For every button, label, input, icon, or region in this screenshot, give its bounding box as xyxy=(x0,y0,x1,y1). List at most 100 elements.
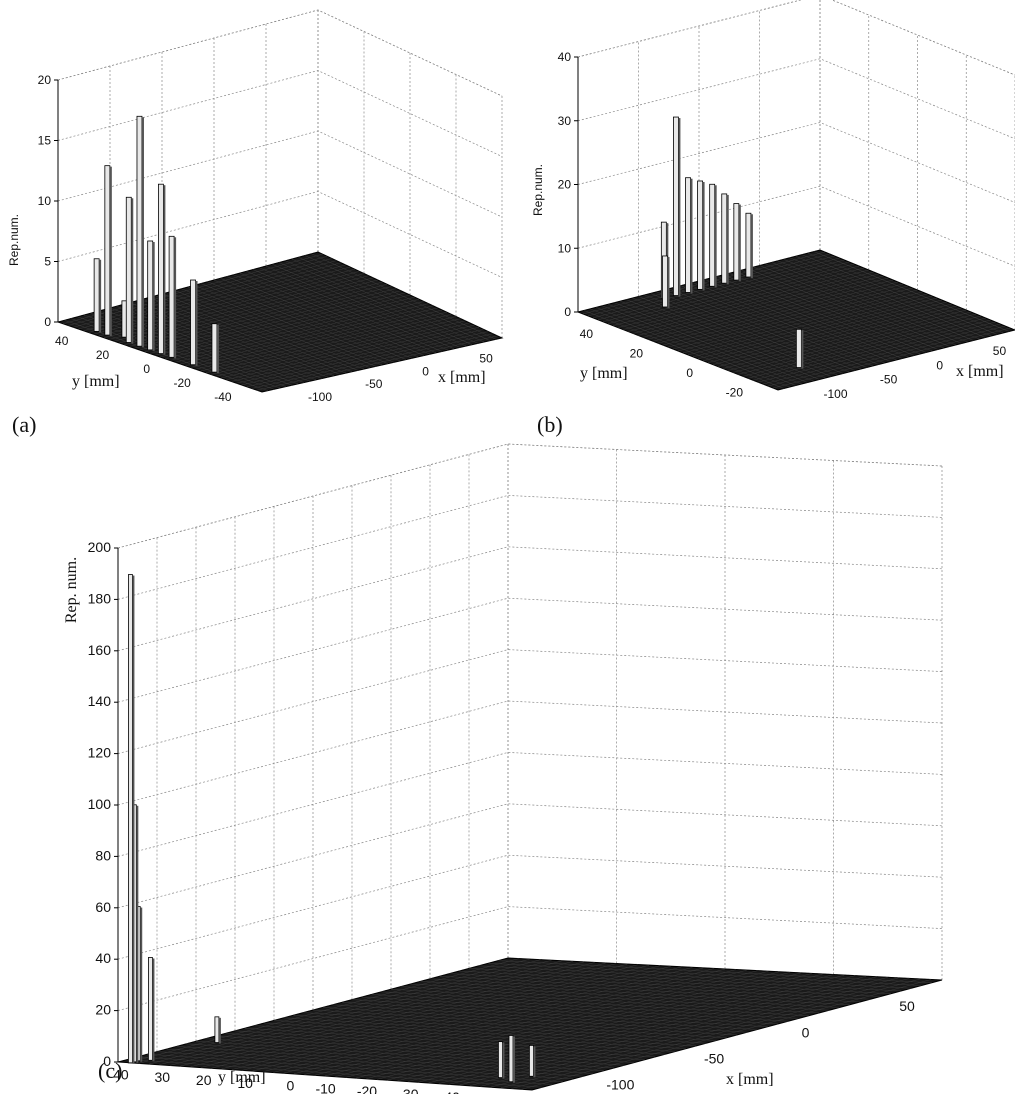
a-ztick-label: 20 xyxy=(38,73,52,87)
b-bar xyxy=(721,193,728,284)
a-ticks: 0 5 10 15 20 40 20 0 -20 -40 -100 -50 0 50 xyxy=(38,73,493,404)
c-zgrid xyxy=(117,906,943,1011)
b-bar xyxy=(685,177,691,293)
a-floor-mesh xyxy=(213,279,407,360)
c-floor xyxy=(117,957,943,1091)
c-floor-mesh xyxy=(478,965,912,989)
c-floor-mesh xyxy=(490,977,899,1088)
c-panel-label: (c) xyxy=(98,1058,122,1083)
a-floor-mesh xyxy=(180,303,429,365)
b-ytick-label: 40 xyxy=(580,327,594,341)
c-floor-mesh xyxy=(459,970,891,994)
c-floor-mesh xyxy=(468,968,902,992)
b-floor-mesh xyxy=(757,321,996,383)
a-bar xyxy=(157,183,164,354)
a-panel-label: (a) xyxy=(12,412,36,437)
c-floor-mesh xyxy=(312,1009,738,1036)
b-floor-mesh xyxy=(765,263,962,344)
c-floor-mesh xyxy=(410,983,840,1008)
b-floor-mesh xyxy=(741,269,939,350)
c-floor-mesh xyxy=(420,981,850,1005)
c-floor-mesh xyxy=(418,973,823,1083)
c-floor-mesh xyxy=(400,986,830,1011)
c-floor-mesh xyxy=(449,975,856,1085)
a-xtick-label: 50 xyxy=(479,351,493,365)
b-xtick-label: 50 xyxy=(993,344,1007,358)
b-bar-side xyxy=(714,185,717,288)
a-bar xyxy=(147,240,154,351)
c-floor-mesh xyxy=(322,1007,748,1033)
b-floor-mesh xyxy=(682,291,923,354)
b-zgrid xyxy=(577,58,1015,140)
a-floor-mesh xyxy=(231,324,475,382)
b-ticks: 0 10 20 30 40 40 20 0 -20 -100 -50 0 50 xyxy=(558,50,1007,401)
a-ytick-label: -40 xyxy=(214,390,232,404)
a-bar xyxy=(190,279,196,366)
a-floor-mesh xyxy=(265,265,455,349)
b-bar-side xyxy=(750,214,753,278)
a-floor-mesh xyxy=(185,305,434,366)
a-floor-mesh xyxy=(200,283,395,363)
c-ztick-label: 200 xyxy=(88,539,112,555)
b-floor-mesh xyxy=(771,262,968,343)
a-floor-mesh xyxy=(311,253,497,340)
a-bar-side xyxy=(195,281,198,366)
c-zgrid xyxy=(117,495,943,600)
c-floor-mesh xyxy=(500,978,910,1089)
b-floor-mesh xyxy=(698,280,897,361)
c-zgrid xyxy=(117,854,943,960)
a-floor-mesh xyxy=(239,272,431,355)
b-floor-mesh xyxy=(767,325,1006,387)
c-ytick-label: 30 xyxy=(155,1069,171,1085)
b-floor-mesh xyxy=(801,254,998,335)
a-floor-mesh xyxy=(195,309,443,370)
c-bar xyxy=(529,1045,534,1077)
b-xtick-label: 0 xyxy=(936,358,943,372)
c-ztick-label: 120 xyxy=(88,745,112,761)
b-ztick-label: 0 xyxy=(564,305,571,319)
a-bar xyxy=(136,115,143,347)
c-ytick-label: 40 xyxy=(113,1066,129,1082)
c-bar xyxy=(128,574,133,1064)
a-floor-mesh xyxy=(200,312,447,372)
b-bar-side xyxy=(726,194,729,285)
a-floor-mesh xyxy=(251,333,493,389)
a-floor-mesh xyxy=(205,314,452,373)
b-floor-mesh xyxy=(717,276,915,356)
c-zlabel: Rep. num. xyxy=(63,557,80,623)
a-bar xyxy=(104,165,111,336)
a-ytick-label: 40 xyxy=(55,334,69,348)
c-ztick-label: 20 xyxy=(95,1002,111,1018)
b-floor-mesh xyxy=(707,301,947,363)
c-bar-side xyxy=(152,958,155,1062)
a-floor-mesh xyxy=(233,274,425,356)
a-floor-mesh xyxy=(291,258,479,344)
c-top-edge xyxy=(117,443,943,549)
a-floor-mesh xyxy=(210,316,457,375)
a-bar-side xyxy=(141,117,144,348)
panel-a: 0 5 10 15 20 40 20 0 -20 -40 -100 -50 0 50 Rep.num. y… xyxy=(7,9,504,437)
a-ztick-label: 10 xyxy=(38,194,52,208)
a-floor-mesh xyxy=(241,329,484,386)
a-floor-mesh xyxy=(246,331,489,387)
c-ytick-label: 10 xyxy=(237,1075,253,1091)
b-grid xyxy=(577,0,1015,331)
b-floor-mesh xyxy=(753,266,950,347)
c-floor-mesh xyxy=(381,991,809,1016)
c-floor-mesh xyxy=(332,1004,758,1030)
c-floor-mesh xyxy=(397,972,802,1082)
c-bar-side xyxy=(136,805,139,1063)
b-floor-mesh xyxy=(712,303,952,365)
c-ztick-label: 80 xyxy=(95,847,111,863)
a-bar xyxy=(125,196,132,343)
a-bar-side xyxy=(131,198,134,344)
b-bar-side xyxy=(678,118,681,297)
a-ylabel: y [mm] xyxy=(72,373,120,390)
a-floor-mesh xyxy=(207,281,401,362)
b-floor-mesh xyxy=(762,323,1001,385)
b-floor-mesh xyxy=(742,315,981,377)
a-floor-mesh xyxy=(298,257,485,343)
c-xtick-label: 0 xyxy=(802,1024,810,1040)
a-floor-mesh xyxy=(252,269,443,352)
